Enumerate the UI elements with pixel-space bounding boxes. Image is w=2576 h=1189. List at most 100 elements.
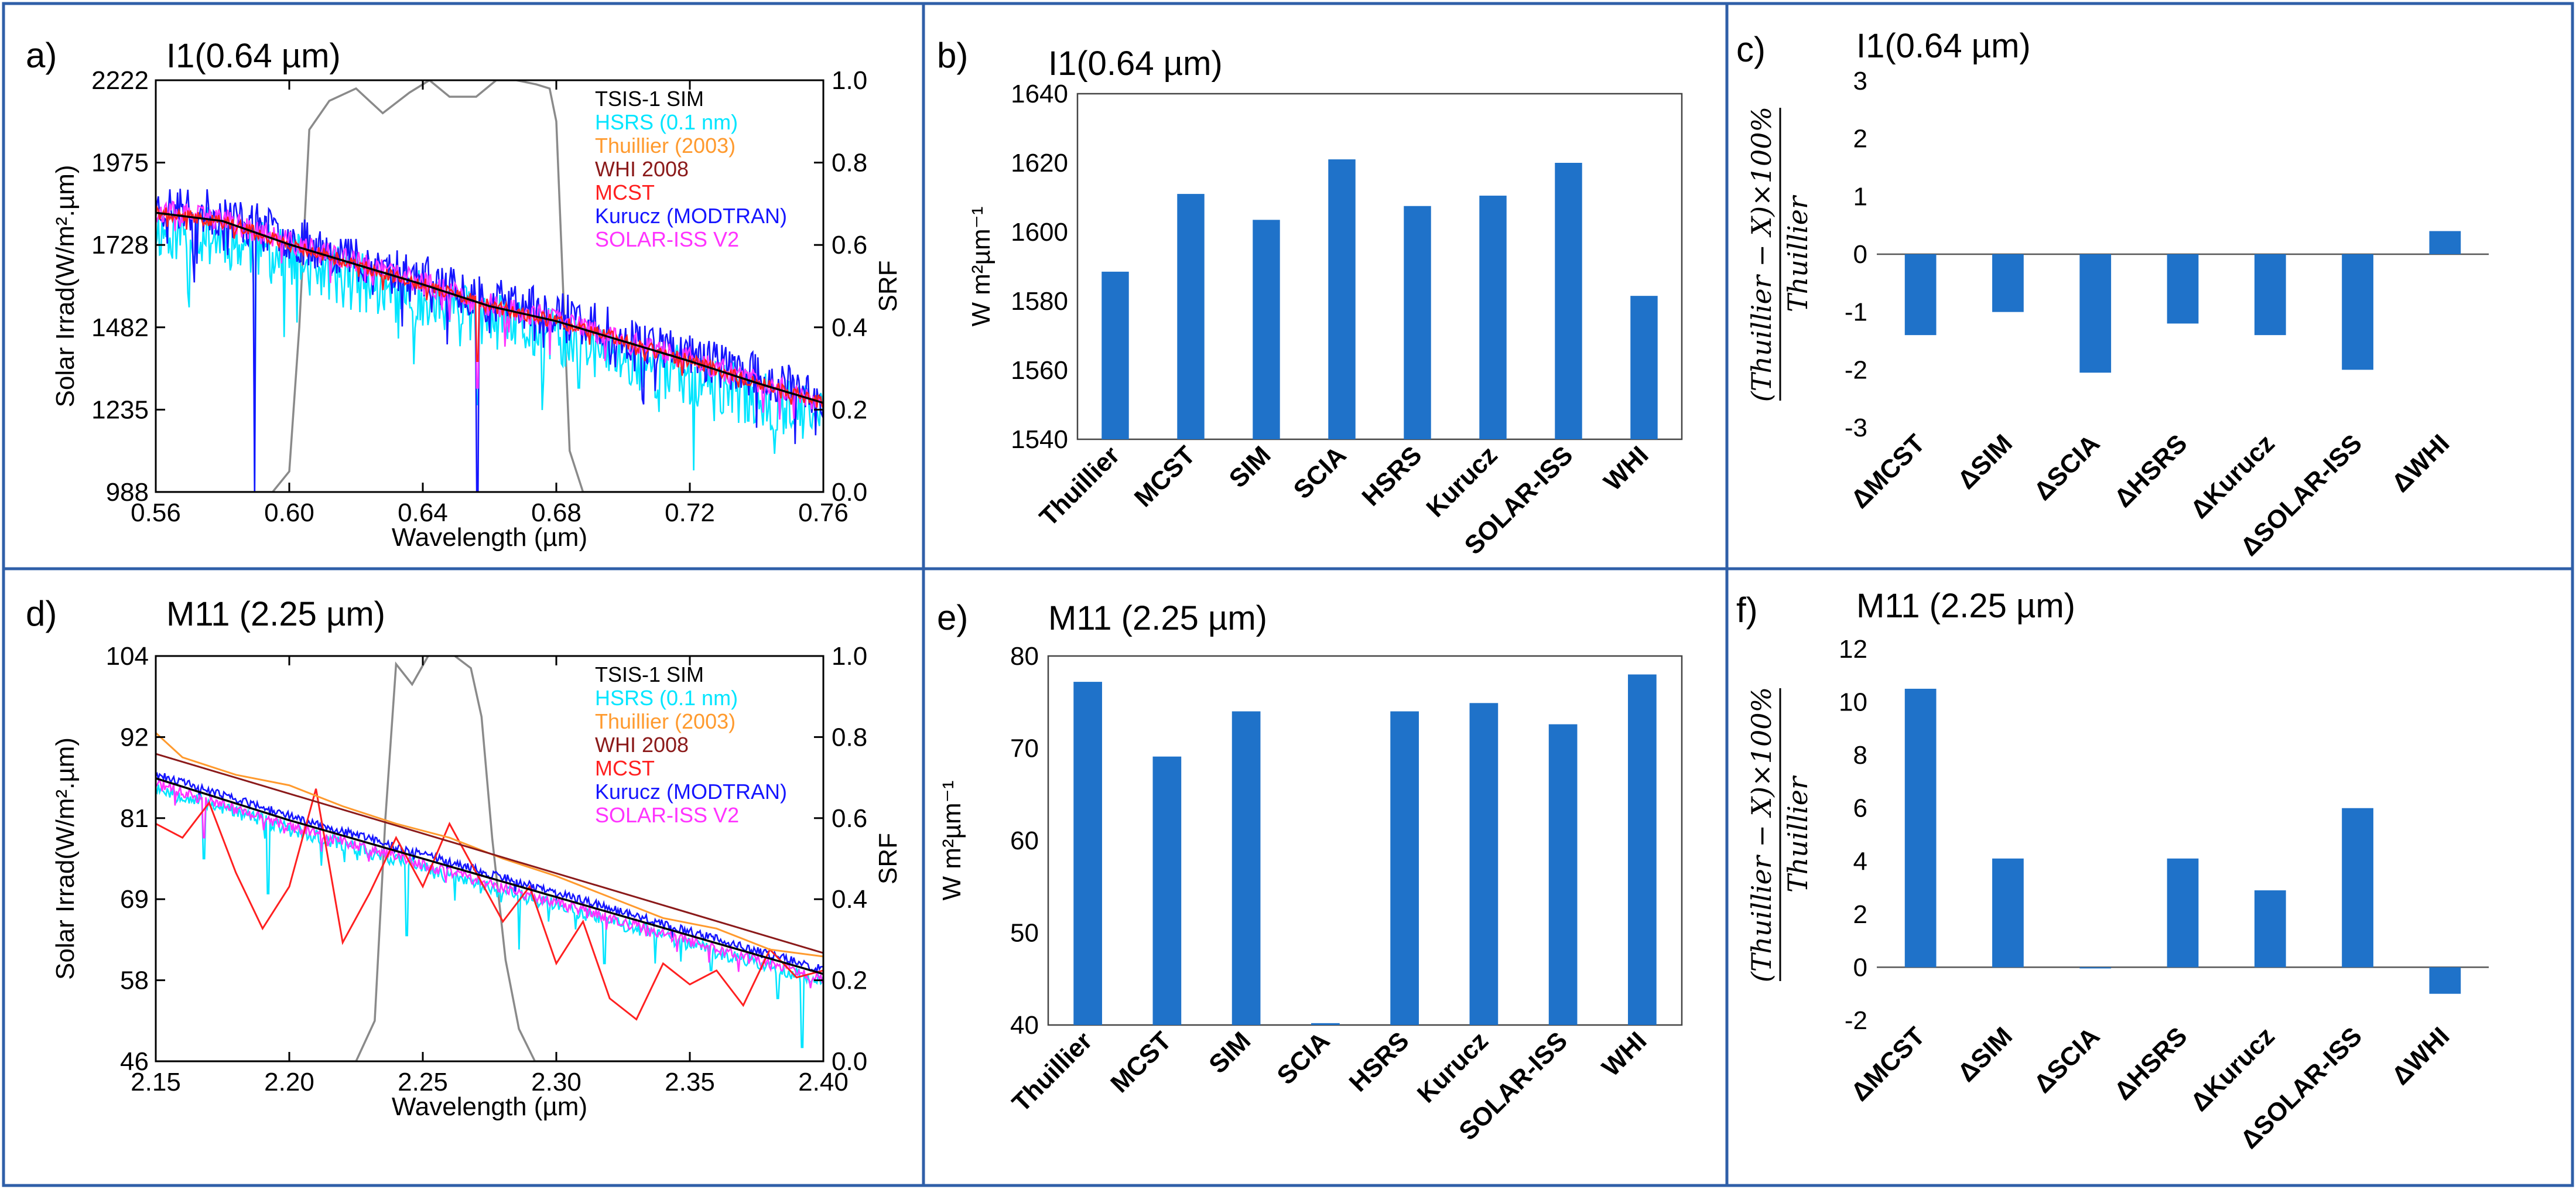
y-axis-numerator: (Thuillier − X)×100% bbox=[1746, 107, 1777, 402]
y-tick-label: 2222 bbox=[91, 66, 149, 95]
bar bbox=[1548, 724, 1578, 1025]
legend-entry: Thuillier (2003) bbox=[595, 134, 735, 158]
y-tick-label: 60 bbox=[1010, 826, 1039, 855]
y-tick-label: 1560 bbox=[1011, 356, 1068, 385]
x-tick-label: 0.56 bbox=[131, 498, 181, 527]
bar bbox=[2429, 231, 2461, 254]
y-tick-label: 104 bbox=[106, 642, 149, 671]
y2-tick-label: 0.0 bbox=[832, 478, 867, 507]
legend-entry: TSIS-1 SIM bbox=[595, 87, 704, 111]
x-axis-label: Wavelength (µm) bbox=[392, 523, 587, 552]
y-tick-label: 1235 bbox=[91, 395, 149, 424]
y-tick-label: 0 bbox=[1853, 240, 1867, 269]
plot-area bbox=[156, 656, 823, 1061]
plot-frame bbox=[1076, 93, 1683, 440]
bar bbox=[1253, 220, 1280, 439]
panel-title: M11 (2.25 µm) bbox=[166, 595, 385, 633]
y-tick-label: 10 bbox=[1839, 688, 1867, 717]
y-tick-label: -2 bbox=[1845, 1006, 1867, 1035]
panel-title: M11 (2.25 µm) bbox=[1048, 599, 1267, 637]
y-tick-label: 0 bbox=[1853, 953, 1867, 982]
srf-curve bbox=[156, 656, 823, 1061]
legend-entry: HSRS (0.1 nm) bbox=[595, 110, 738, 134]
y-tick-label: 40 bbox=[1010, 1011, 1039, 1040]
series-mcst bbox=[156, 205, 823, 409]
y-axis-label: Solar Irrad(W/m².µm) bbox=[51, 165, 80, 407]
bar bbox=[1101, 271, 1129, 439]
bar bbox=[2254, 890, 2286, 968]
bar bbox=[2167, 858, 2199, 968]
legend-entry: TSIS-1 SIM bbox=[595, 662, 704, 686]
y-tick-label: 1540 bbox=[1011, 425, 1068, 454]
panel-title: I1(0.64 µm) bbox=[1048, 45, 1223, 83]
y-axis-label: W m²µm⁻¹ bbox=[967, 207, 995, 327]
legend-entry: HSRS (0.1 nm) bbox=[595, 686, 738, 710]
series-hsrs-0-1-nm- bbox=[156, 784, 823, 1048]
legend-entry: Kurucz (MODTRAN) bbox=[595, 204, 787, 228]
y-axis-fraction: (Thuillier − X)×100% Thuillier bbox=[1746, 687, 1814, 982]
y-tick-label: 1580 bbox=[1011, 287, 1068, 316]
y-tick-label: 80 bbox=[1010, 642, 1039, 671]
y-tick-label: 4 bbox=[1853, 847, 1867, 876]
bar bbox=[2167, 254, 2199, 324]
y-tick-label: -1 bbox=[1845, 298, 1867, 327]
y-tick-label: -2 bbox=[1845, 356, 1867, 384]
bar bbox=[2079, 254, 2112, 373]
y-tick-label: 69 bbox=[120, 885, 149, 914]
x-axis-label: Wavelength (µm) bbox=[392, 1092, 587, 1121]
bar bbox=[1390, 711, 1419, 1025]
panel-label: f) bbox=[1736, 590, 1758, 630]
legend-entry: SOLAR-ISS V2 bbox=[595, 803, 739, 827]
bar bbox=[1555, 163, 1582, 439]
bar bbox=[1311, 1023, 1340, 1025]
y-tick-label: 1482 bbox=[91, 313, 149, 342]
panel-label: c) bbox=[1736, 30, 1766, 69]
y-tick-label: 1600 bbox=[1011, 218, 1068, 247]
panel-label: d) bbox=[26, 594, 57, 633]
series-tsis-1-sim bbox=[156, 211, 823, 404]
y-axis-denominator: Thuillier bbox=[1782, 775, 1814, 893]
y-tick-label: -3 bbox=[1845, 414, 1867, 442]
bar bbox=[1992, 254, 2024, 312]
y-tick-label: 8 bbox=[1853, 741, 1867, 770]
plot-area bbox=[156, 80, 823, 492]
legend-entry: Thuillier (2003) bbox=[595, 709, 735, 733]
bar bbox=[1404, 206, 1431, 439]
y2-tick-label: 0.2 bbox=[832, 966, 867, 995]
legend-entry: MCST bbox=[595, 180, 655, 204]
y-tick-label: 70 bbox=[1010, 734, 1039, 763]
x-tick-label: 2.35 bbox=[665, 1068, 715, 1096]
y2-tick-label: 0.6 bbox=[832, 231, 867, 259]
bar bbox=[1628, 674, 1657, 1025]
bar bbox=[1177, 194, 1205, 439]
bar bbox=[1073, 682, 1102, 1025]
x-tick-label: 2.30 bbox=[531, 1068, 581, 1096]
y-tick-label: 1975 bbox=[91, 149, 149, 177]
legend-entry: SOLAR-ISS V2 bbox=[595, 227, 739, 251]
legend-entry: WHI 2008 bbox=[595, 733, 689, 757]
y2-tick-label: 0.4 bbox=[832, 313, 867, 342]
x-tick-label: 2.20 bbox=[264, 1068, 314, 1096]
plot-frame bbox=[1047, 655, 1683, 1026]
legend-entry: WHI 2008 bbox=[595, 157, 689, 181]
series-thuillier bbox=[156, 732, 823, 958]
y-tick-label: 2 bbox=[1853, 900, 1867, 929]
bar bbox=[2342, 254, 2373, 370]
x-tick-label: 2.40 bbox=[798, 1068, 849, 1096]
bar bbox=[2254, 254, 2286, 336]
bar bbox=[2429, 967, 2461, 994]
y-tick-label: 1640 bbox=[1011, 80, 1068, 108]
panel-title: M11 (2.25 µm) bbox=[1856, 587, 2075, 625]
y-tick-label: 3 bbox=[1853, 67, 1867, 95]
bar bbox=[2079, 967, 2112, 969]
legend-entry: Kurucz (MODTRAN) bbox=[595, 780, 787, 804]
y-axis-label: W m²µm⁻¹ bbox=[938, 781, 966, 901]
plot-frame bbox=[155, 655, 825, 1062]
bar bbox=[1328, 159, 1356, 439]
y-tick-label: 1 bbox=[1853, 182, 1867, 211]
plot-frame bbox=[155, 79, 825, 493]
bar bbox=[1231, 711, 1261, 1025]
y-tick-label: 58 bbox=[120, 966, 149, 995]
